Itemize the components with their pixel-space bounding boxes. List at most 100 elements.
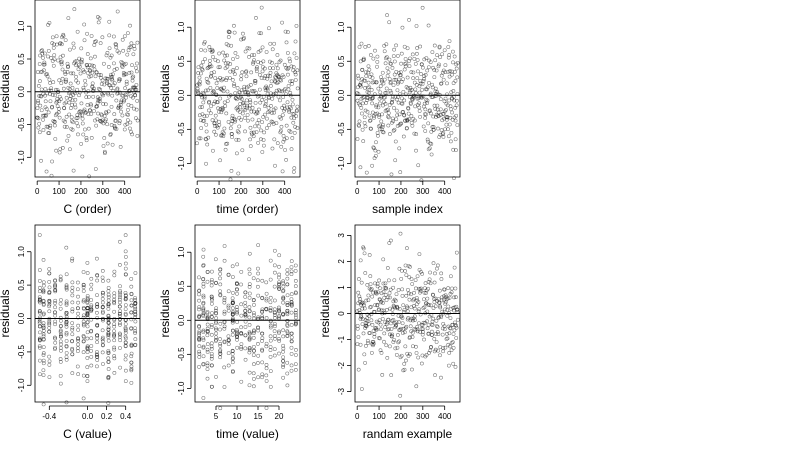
data-point	[279, 116, 284, 121]
data-point	[435, 53, 439, 57]
data-point	[41, 361, 46, 366]
data-point	[205, 342, 210, 347]
data-point	[52, 53, 57, 57]
data-point	[273, 270, 277, 275]
data-point	[43, 87, 48, 91]
data-point	[95, 293, 99, 297]
data-point	[243, 357, 248, 362]
data-point	[441, 131, 446, 135]
data-point	[452, 176, 456, 180]
data-point	[388, 306, 393, 311]
data-point	[70, 85, 75, 90]
data-point	[37, 93, 42, 98]
data-point	[70, 325, 75, 330]
data-point	[422, 337, 426, 342]
data-point	[209, 277, 214, 282]
data-point	[375, 59, 380, 64]
data-point	[398, 70, 403, 74]
x-tick-label: 400	[278, 187, 292, 196]
data-point	[357, 308, 362, 313]
data-point	[127, 89, 132, 94]
data-point	[106, 331, 111, 336]
data-point	[129, 303, 134, 308]
data-point	[437, 44, 442, 49]
data-point	[109, 105, 114, 109]
data-point	[245, 105, 250, 110]
data-point	[245, 113, 250, 117]
data-point	[389, 172, 394, 177]
data-point	[380, 373, 385, 377]
data-point	[366, 321, 371, 326]
data-point	[104, 117, 108, 122]
data-point	[85, 365, 90, 370]
data-point	[112, 124, 117, 128]
data-point	[387, 291, 392, 296]
data-point	[76, 338, 81, 343]
data-point	[81, 373, 86, 378]
data-point	[385, 73, 390, 78]
data-point	[100, 337, 105, 342]
data-point	[422, 290, 427, 295]
data-point	[288, 79, 293, 84]
data-point	[290, 136, 295, 140]
data-point	[266, 105, 271, 110]
data-point	[292, 51, 297, 56]
data-point	[449, 107, 453, 112]
data-point	[418, 287, 423, 292]
data-point	[197, 331, 202, 336]
y-tick-label: 0.5	[177, 280, 186, 292]
data-point	[118, 145, 123, 149]
data-point	[71, 41, 76, 46]
data-point	[425, 98, 430, 103]
data-point	[227, 76, 232, 80]
data-point	[253, 100, 258, 105]
data-point	[85, 71, 90, 75]
data-point	[108, 132, 113, 136]
data-point	[125, 118, 130, 122]
data-point	[264, 298, 269, 303]
data-point	[433, 89, 438, 94]
data-point	[277, 287, 282, 291]
data-point	[66, 64, 71, 69]
data-point	[247, 282, 252, 286]
data-point	[430, 333, 434, 337]
plot-frame	[354, 0, 461, 178]
data-point	[131, 95, 135, 100]
data-point	[293, 39, 298, 44]
data-point	[85, 336, 90, 341]
data-point	[356, 367, 361, 372]
data-point	[280, 89, 285, 94]
data-point	[58, 306, 63, 311]
data-point	[232, 72, 237, 77]
data-point	[255, 111, 260, 115]
x-tick-label: 200	[234, 187, 248, 196]
data-point	[239, 332, 244, 336]
data-point	[112, 309, 117, 314]
data-point	[386, 295, 391, 300]
data-point	[47, 304, 52, 309]
data-point	[441, 135, 446, 139]
data-point	[89, 363, 94, 368]
data-point	[250, 105, 255, 110]
data-point	[247, 323, 252, 327]
data-point	[416, 163, 421, 168]
data-point	[239, 345, 244, 350]
data-point	[222, 309, 227, 314]
data-point	[289, 147, 294, 152]
data-point	[242, 84, 247, 89]
data-point	[88, 102, 93, 106]
data-point	[101, 93, 105, 98]
data-point	[293, 313, 298, 317]
data-point	[215, 100, 220, 105]
data-point	[263, 74, 268, 79]
data-point	[281, 284, 286, 289]
data-point	[278, 77, 283, 82]
data-point	[41, 280, 46, 285]
data-point	[453, 320, 457, 325]
data-point	[431, 124, 436, 129]
data-point	[125, 52, 130, 57]
data-point	[206, 80, 211, 85]
data-point	[425, 137, 430, 142]
data-point	[368, 282, 373, 287]
data-point	[421, 94, 426, 99]
